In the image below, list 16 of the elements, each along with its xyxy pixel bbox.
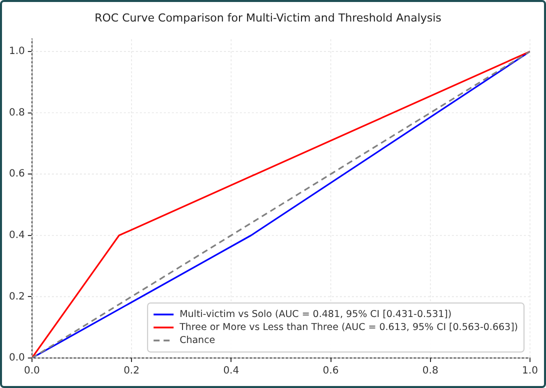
y-tick-label: 1.0: [8, 46, 25, 58]
y-tick-label: 0.0: [8, 352, 25, 364]
x-tick-label: 0.0: [24, 366, 40, 377]
legend-label: Three or More vs Less than Three (AUC = 0.613, 95% CI [0.563-0.663]): [178, 322, 518, 333]
y-tick-label: 0.4: [8, 230, 25, 241]
chart-title: ROC Curve Comparison for Multi-Victim and Threshold Analysis: [94, 11, 442, 24]
x-tick-label: 0.8: [422, 366, 438, 377]
legend-label: Chance: [180, 334, 216, 346]
x-tick-label: 1.0: [522, 366, 538, 377]
y-tick-label: 0.6: [8, 168, 25, 180]
y-tick-label: 0.2: [8, 291, 25, 302]
y-tick-label: 0.8: [8, 107, 25, 118]
x-tick-label: 0.4: [223, 366, 240, 377]
x-tick-label: 0.2: [124, 366, 140, 377]
legend-label: Multi-victim vs Solo (AUC = 0.481, 95% CI [0.431-0.531]): [180, 308, 452, 320]
x-tick-label: 0.6: [322, 366, 339, 377]
